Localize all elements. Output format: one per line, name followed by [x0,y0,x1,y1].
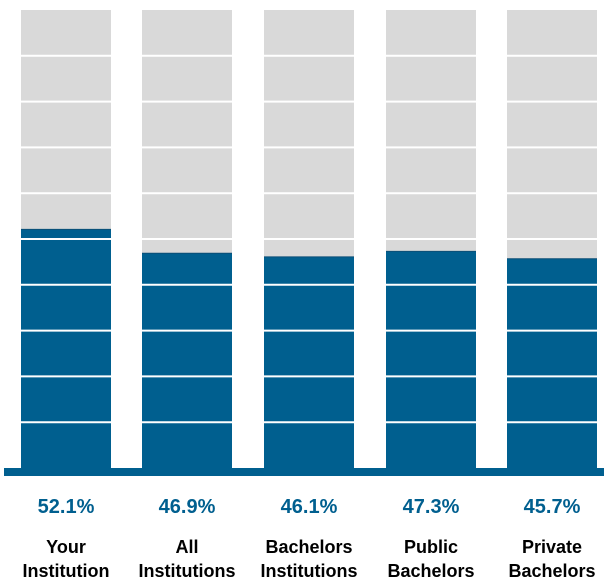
category-label: Institutions [139,561,236,581]
bar [142,253,232,468]
category-label: Institution [23,561,110,581]
category-label: Bachelors [508,561,595,581]
category-label: Private [522,537,582,557]
value-label: 47.3% [403,496,460,518]
bar [386,251,476,468]
bar [264,256,354,468]
category-label: Your [46,537,86,557]
value-label: 45.7% [524,496,581,518]
category-label: Bachelors [265,537,352,557]
bar [507,258,597,468]
value-label: 46.1% [281,496,338,518]
x-axis-baseline [4,468,604,476]
gridlines [21,54,597,424]
value-label: 52.1% [38,496,95,518]
category-label: Institutions [261,561,358,581]
bar [21,229,111,468]
category-label: Public [404,537,458,557]
value-label: 46.9% [159,496,216,518]
category-label: Bachelors [387,561,474,581]
labels-layer: 52.1% Your Institution 46.9% All Institutions… [23,496,596,581]
category-label: All [175,537,198,557]
